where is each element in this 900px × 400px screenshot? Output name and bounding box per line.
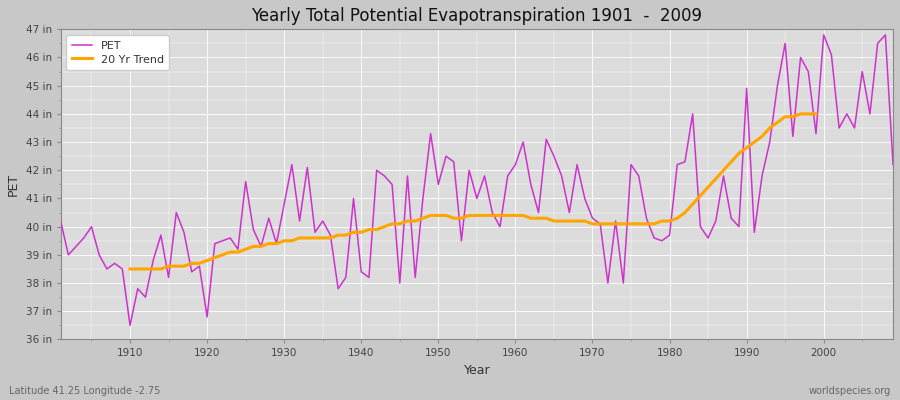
PET [610,219,621,224]
20 Yr Trend [124,266,135,271]
20 Yr Trend [811,112,822,116]
Legend: PET, 20 Yr Trend: PET, 20 Yr Trend [67,35,169,70]
PET [117,266,128,271]
PET [340,275,351,280]
Title: Yearly Total Potential Evapotranspiration 1901  -  2009: Yearly Total Potential Evapotranspiratio… [251,7,702,25]
PET [518,140,528,144]
20 Yr Trend [602,222,613,226]
X-axis label: Year: Year [464,364,490,377]
Y-axis label: PET: PET [7,173,20,196]
Text: worldspecies.org: worldspecies.org [809,386,891,396]
20 Yr Trend [695,193,706,198]
PET [294,219,305,224]
Text: Latitude 41.25 Longitude -2.75: Latitude 41.25 Longitude -2.75 [9,386,160,396]
PET [887,162,898,167]
20 Yr Trend [779,114,790,119]
Line: PET: PET [60,35,893,325]
Line: 20 Yr Trend: 20 Yr Trend [130,114,816,269]
PET [124,323,135,328]
20 Yr Trend [796,112,806,116]
20 Yr Trend [217,252,228,257]
PET [510,162,521,167]
20 Yr Trend [710,176,721,181]
PET [55,219,66,224]
20 Yr Trend [333,233,344,238]
PET [818,32,829,37]
